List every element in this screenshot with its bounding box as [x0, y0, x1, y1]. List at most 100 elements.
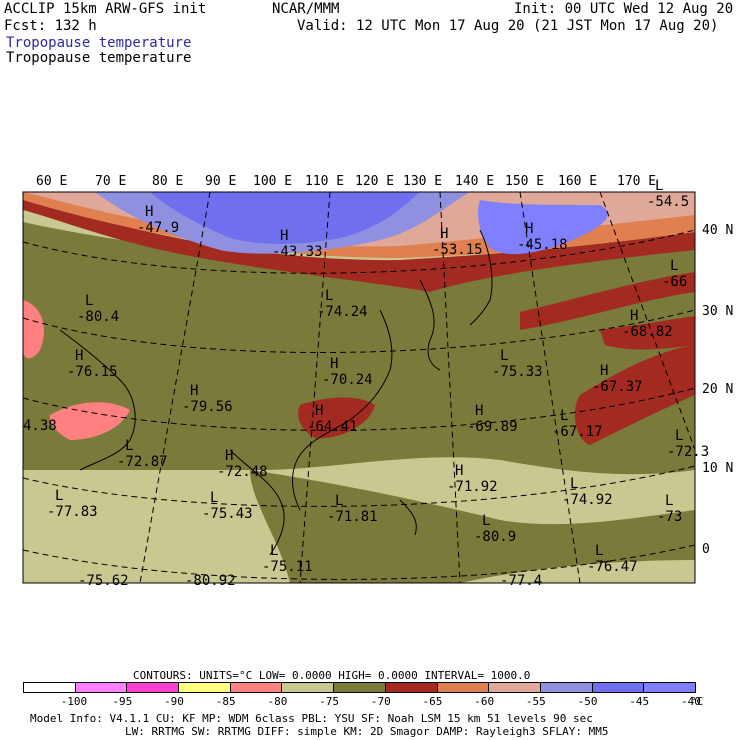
colorbar-segment [643, 682, 696, 693]
high-value: -68.82 [622, 324, 673, 340]
edge-value: -77.4 [500, 573, 542, 589]
low-value: -75.11 [262, 559, 313, 575]
colorbar-segment [333, 682, 386, 693]
longitude-labels: 60 E 70 E 80 E 90 E 100 E 110 E 120 E 130 E 140 … [36, 174, 656, 189]
colorbar-segment [178, 682, 231, 693]
high-marker: H [315, 403, 323, 419]
latitude-label: 30 N [702, 304, 733, 319]
low-marker: L [325, 288, 333, 304]
colorbar-segment [126, 682, 180, 693]
high-marker: H [600, 363, 608, 379]
high-value: -79.56 [182, 399, 233, 415]
model-info-line2: LW: RRTMG SW: RRTMG DIFF: simple KM: 2D … [125, 725, 609, 738]
low-value: -75.43 [202, 506, 253, 522]
low-marker: L [125, 438, 133, 454]
low-value: -72.87 [117, 454, 168, 470]
high-value: -47.9 [137, 220, 179, 236]
low-marker: L [560, 408, 568, 424]
low-value: -80.4 [77, 309, 119, 325]
high-marker: H [440, 226, 448, 242]
longitude-label: 150 E [505, 174, 544, 189]
high-value: -76.15 [67, 364, 118, 380]
colorbar-label: -70 [370, 695, 391, 708]
longitude-label: 160 E [558, 174, 597, 189]
colorbar-unit: °C [690, 695, 704, 708]
high-value: -53.15 [432, 242, 483, 258]
longitude-label: 80 E [152, 174, 183, 189]
low-value: -80.9 [474, 529, 516, 545]
init-time: Init: 00 UTC Wed 12 Aug 20 [514, 1, 734, 17]
colorbar-segment [281, 682, 335, 693]
low-value: -76.47 [587, 559, 638, 575]
colorbar-segment [488, 682, 541, 693]
low-value: -74.24 [317, 304, 368, 320]
field-title-secondary: Tropopause temperature [6, 50, 192, 66]
high-value: -64.41 [307, 419, 358, 435]
longitude-label: 90 E [205, 174, 236, 189]
low-marker: L [675, 428, 683, 444]
latitude-label: 20 N [702, 382, 733, 397]
colorbar-label: -95 [112, 695, 133, 708]
longitude-label: 110 E [305, 174, 344, 189]
low-value: -77.83 [47, 504, 98, 520]
forecast-hour: Fcst: 132 h [4, 18, 97, 34]
edge-value: -80.92 [185, 573, 236, 589]
low-value: -54.5 [647, 194, 689, 210]
high-marker: H [455, 463, 463, 479]
low-marker: L [570, 476, 578, 492]
low-marker: L [85, 293, 93, 309]
high-value: -45.18 [517, 237, 568, 253]
high-marker: H [190, 383, 198, 399]
latitude-label: 0 [702, 542, 710, 557]
low-value: -71.81 [327, 509, 378, 525]
high-marker: H [280, 228, 288, 244]
colorbar-label: -45 [629, 695, 650, 708]
longitude-label: 130 E [403, 174, 442, 189]
longitude-label: 60 E [36, 174, 67, 189]
colorbar-segment [539, 682, 593, 693]
low-marker: L [595, 543, 603, 559]
colorbar-segment [591, 682, 645, 693]
longitude-label: 120 E [355, 174, 394, 189]
high-value: -71.92 [447, 479, 498, 495]
longitude-label: 100 E [253, 174, 292, 189]
longitude-label: 70 E [95, 174, 126, 189]
high-marker: H [225, 448, 233, 464]
model-title: ACCLIP 15km ARW-GFS init [4, 1, 207, 17]
low-marker: L [670, 258, 678, 274]
low-marker: L [655, 178, 663, 194]
colorbar-segment [229, 682, 283, 693]
low-value: -72.3 [667, 444, 709, 460]
longitude-label: 140 E [455, 174, 494, 189]
colorbar-label: -85 [215, 695, 236, 708]
colorbar-segment [23, 682, 76, 693]
low-marker: L [665, 493, 673, 509]
latitude-label: 40 N [702, 223, 733, 238]
extrema-labels: H-47.9 H-43.33H-53.15H-45.18H-70.24H-76.1… [23, 178, 709, 589]
low-marker: L [270, 543, 278, 559]
high-marker: H [145, 204, 153, 220]
low-marker: L [55, 488, 63, 504]
colorbar-label: -100 [60, 695, 88, 708]
low-marker: L [482, 513, 490, 529]
high-value: -69.89 [467, 419, 518, 435]
high-marker: H [630, 308, 638, 324]
high-value: -43.33 [272, 244, 323, 260]
colorbar-label: -40 [681, 695, 701, 708]
high-value: -67.37 [592, 379, 643, 395]
colorbar-segment [384, 682, 438, 693]
edge-value: 4.38 [23, 418, 57, 434]
high-marker: H [525, 221, 533, 237]
latitude-labels: 40 N 30 N 20 N 10 N 0 [702, 223, 733, 557]
high-marker: H [75, 348, 83, 364]
low-value: -75.33 [492, 364, 543, 380]
longitude-label: 170 E [617, 174, 656, 189]
colorbar-label: -90 [164, 695, 184, 708]
map-frame [22, 191, 696, 584]
colorbar-label: -80 [267, 695, 288, 708]
low-value: -67.17 [552, 424, 603, 440]
edge-value: -75.62 [78, 573, 129, 589]
low-marker: L [500, 348, 508, 364]
low-marker: L [335, 493, 343, 509]
